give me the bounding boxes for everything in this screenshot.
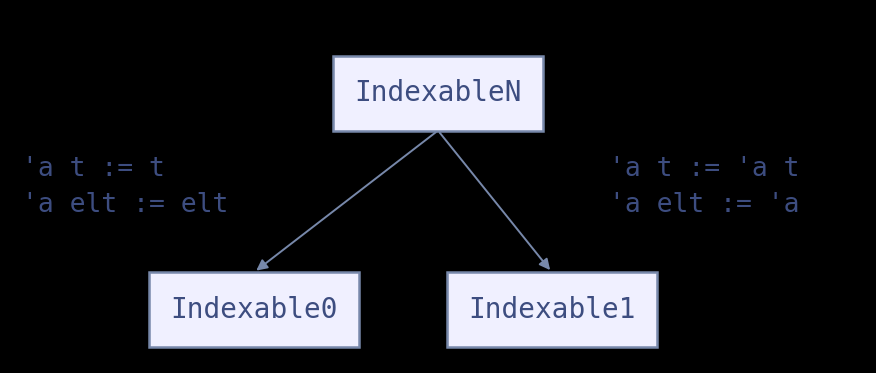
Text: Indexable1: Indexable1 [468, 295, 636, 324]
FancyBboxPatch shape [447, 272, 657, 347]
Text: Indexable0: Indexable0 [170, 295, 338, 324]
Text: 'a t := 'a t
'a elt := 'a: 'a t := 'a t 'a elt := 'a [609, 156, 799, 217]
FancyBboxPatch shape [149, 272, 359, 347]
Text: IndexableN: IndexableN [354, 79, 522, 107]
Text: 'a t := t
'a elt := elt: 'a t := t 'a elt := elt [22, 156, 229, 217]
FancyBboxPatch shape [333, 56, 543, 131]
